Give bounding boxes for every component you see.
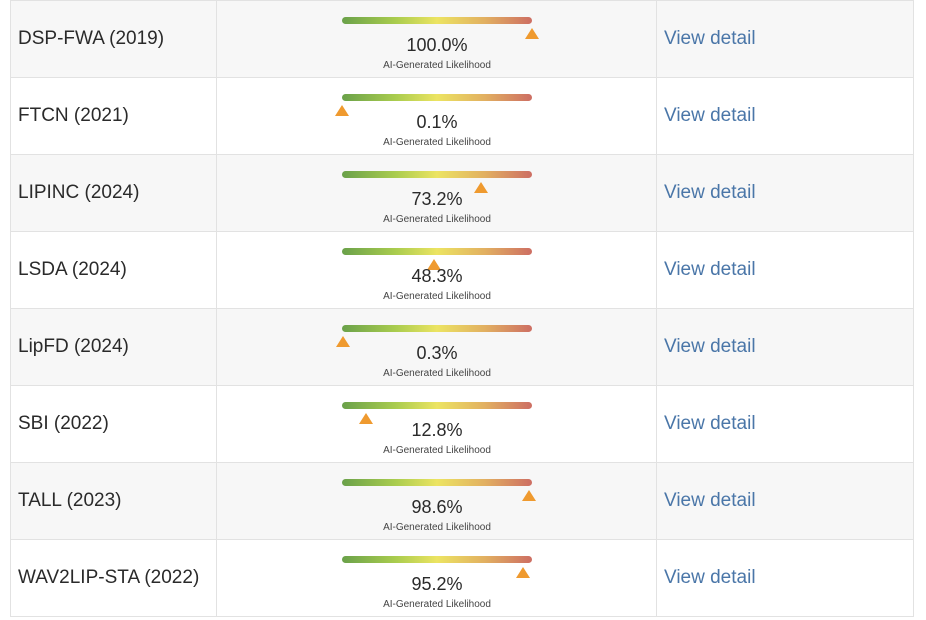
likelihood-marker-icon <box>522 490 537 501</box>
detector-name: LIPINC (2024) <box>11 155 217 231</box>
likelihood-marker-icon <box>426 259 441 270</box>
likelihood-gradient-bar <box>342 248 532 255</box>
view-detail-link[interactable]: View detail <box>664 182 756 203</box>
likelihood-gradient-bar <box>342 325 532 332</box>
likelihood-caption: AI-Generated Likelihood <box>383 368 491 379</box>
likelihood-gradient-bar <box>342 94 532 101</box>
detector-name: FTCN (2021) <box>11 78 217 154</box>
table-row: SBI (2022) 12.8% AI-Generated Likelihood… <box>11 386 913 463</box>
likelihood-marker-icon <box>359 413 374 424</box>
likelihood-gradient-bar <box>342 556 532 563</box>
likelihood-cell: 73.2% AI-Generated Likelihood <box>217 155 657 231</box>
table-row: LSDA (2024) 48.3% AI-Generated Likelihoo… <box>11 232 913 309</box>
likelihood-cell: 12.8% AI-Generated Likelihood <box>217 386 657 462</box>
view-detail-link[interactable]: View detail <box>664 413 756 434</box>
view-detail-link[interactable]: View detail <box>664 28 756 49</box>
likelihood-marker-icon <box>474 182 489 193</box>
detector-name: TALL (2023) <box>11 463 217 539</box>
likelihood-percent: 12.8% <box>411 420 463 440</box>
likelihood-cell: 48.3% AI-Generated Likelihood <box>217 232 657 308</box>
likelihood-cell: 0.1% AI-Generated Likelihood <box>217 78 657 154</box>
likelihood-caption: AI-Generated Likelihood <box>383 291 491 302</box>
table-row: LIPINC (2024) 73.2% AI-Generated Likelih… <box>11 155 913 232</box>
table-row: LipFD (2024) 0.3% AI-Generated Likelihoo… <box>11 309 913 386</box>
table-row: FTCN (2021) 0.1% AI-Generated Likelihood… <box>11 78 913 155</box>
likelihood-caption: AI-Generated Likelihood <box>383 599 491 610</box>
view-detail-link[interactable]: View detail <box>664 259 756 280</box>
likelihood-percent: 0.3% <box>416 343 458 363</box>
view-detail-link[interactable]: View detail <box>664 105 756 126</box>
likelihood-caption: AI-Generated Likelihood <box>383 137 491 148</box>
likelihood-gradient-bar <box>342 171 532 178</box>
likelihood-caption: AI-Generated Likelihood <box>383 60 491 71</box>
likelihood-percent: 98.6% <box>411 497 463 517</box>
table-row: WAV2LIP-STA (2022) 95.2% AI-Generated Li… <box>11 540 913 617</box>
likelihood-gradient-bar <box>342 479 532 486</box>
likelihood-percent: 95.2% <box>411 574 463 594</box>
likelihood-cell: 98.6% AI-Generated Likelihood <box>217 463 657 539</box>
likelihood-cell: 95.2% AI-Generated Likelihood <box>217 540 657 616</box>
view-detail-link[interactable]: View detail <box>664 336 756 357</box>
view-detail-link[interactable]: View detail <box>664 490 756 511</box>
detector-name: SBI (2022) <box>11 386 217 462</box>
likelihood-caption: AI-Generated Likelihood <box>383 214 491 225</box>
likelihood-percent: 100.0% <box>406 35 468 55</box>
likelihood-marker-icon <box>515 567 530 578</box>
detector-name: DSP-FWA (2019) <box>11 1 217 77</box>
likelihood-cell: 100.0% AI-Generated Likelihood <box>217 1 657 77</box>
likelihood-gradient-bar <box>342 402 532 409</box>
likelihood-percent: 73.2% <box>411 189 463 209</box>
likelihood-marker-icon <box>335 336 350 347</box>
view-detail-link[interactable]: View detail <box>664 567 756 588</box>
likelihood-marker-icon <box>335 105 350 116</box>
likelihood-marker-icon <box>525 28 539 39</box>
likelihood-caption: AI-Generated Likelihood <box>383 522 491 533</box>
detector-name: LSDA (2024) <box>11 232 217 308</box>
likelihood-cell: 0.3% AI-Generated Likelihood <box>217 309 657 385</box>
likelihood-percent: 48.3% <box>411 266 463 286</box>
table-row: DSP-FWA (2019) 100.0% AI-Generated Likel… <box>11 0 913 78</box>
likelihood-gradient-bar <box>342 17 532 24</box>
likelihood-percent: 0.1% <box>416 112 458 132</box>
detector-results-table: DSP-FWA (2019) 100.0% AI-Generated Likel… <box>10 0 914 617</box>
likelihood-caption: AI-Generated Likelihood <box>383 445 491 456</box>
table-row: TALL (2023) 98.6% AI-Generated Likelihoo… <box>11 463 913 540</box>
detector-name: WAV2LIP-STA (2022) <box>11 540 217 616</box>
detector-name: LipFD (2024) <box>11 309 217 385</box>
